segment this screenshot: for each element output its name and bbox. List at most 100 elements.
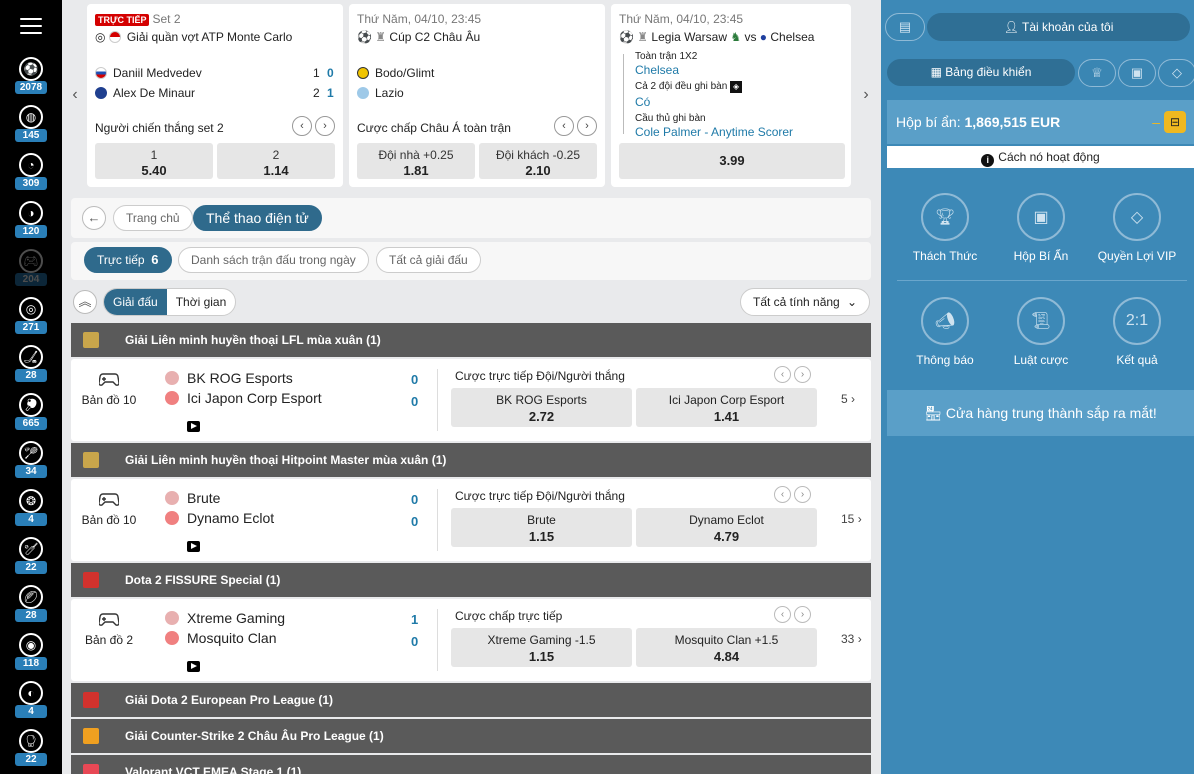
valorant-icon	[83, 764, 99, 774]
odds-button[interactable]: 1 5.40	[95, 143, 213, 179]
video-stream-icon[interactable]	[187, 541, 200, 552]
my-account-button[interactable]: 👤︎ Tài khoản của tôi	[927, 13, 1190, 41]
sport-baseball[interactable]: ◑ 120	[15, 201, 47, 245]
carousel-next-button[interactable]: ›	[863, 86, 869, 103]
menu-icon[interactable]	[20, 18, 42, 34]
flag-icon	[95, 87, 107, 99]
tab-today[interactable]: Danh sách trận đấu trong ngày	[178, 247, 369, 273]
gamepad-icon	[99, 373, 119, 386]
sport-soccer-ball[interactable]: ⚽ 2078	[15, 57, 47, 101]
odds-button[interactable]: Ici Japon Corp Esport 1.41	[636, 388, 817, 427]
panel-item-label: Kết quả	[1116, 353, 1158, 367]
chevron-right-icon[interactable]: ›	[794, 486, 811, 503]
volleyball-icon: ◎	[19, 297, 43, 321]
panel-results-button[interactable]: 2:1 Kết quả	[1092, 297, 1182, 367]
trophy-icon: 🏆︎	[921, 193, 969, 241]
chevron-right-icon[interactable]: ›	[577, 116, 597, 136]
event-row[interactable]: Bản đồ 10 Brute Dynamo Eclot 0 0 Cược trực ti…	[71, 479, 871, 561]
panel-diamond-button[interactable]: ◇ Quyền Lợi VIP	[1092, 193, 1182, 263]
video-stream-icon[interactable]	[187, 661, 200, 672]
odds-button[interactable]: 2 1.14	[217, 143, 335, 179]
more-markets-link[interactable]: 33 ›	[841, 632, 862, 646]
league-header[interactable]: Valorant VCT EMEA Stage 1 (1)	[71, 755, 871, 774]
panel-megaphone-button[interactable]: 📣︎ Thông báo	[900, 297, 990, 367]
video-stream-icon[interactable]	[187, 421, 200, 432]
home-score: 0	[411, 492, 419, 507]
water-polo-icon: ◐	[19, 681, 43, 705]
chevron-right-icon[interactable]: ›	[794, 606, 811, 623]
odds-button[interactable]: Xtreme Gaming -1.5 1.15	[451, 628, 632, 667]
panel-trophy-button[interactable]: 🏆︎ Thách Thức	[900, 193, 990, 263]
featured-card-soccer[interactable]: Thứ Năm, 04/10, 23:45 ⚽ ♜ Cúp C2 Châu Âu…	[349, 4, 605, 187]
loyalty-shop-banner[interactable]: 🏪︎ Cửa hàng trung thành sắp ra mắt!	[887, 390, 1194, 436]
dashboard-button[interactable]: ▦ Bảng điều khiển	[887, 59, 1075, 86]
featured-card-betbuilder[interactable]: Thứ Năm, 04/10, 23:45 ⚽ ♜ Legia Warsaw ♞…	[611, 4, 851, 187]
featured-card-tennis[interactable]: TRỰC TIẾP Set 2 ◎ Giải quần vợt ATP Monte…	[87, 4, 343, 187]
odds-button[interactable]: Brute 1.15	[451, 508, 632, 547]
sport-snooker[interactable]: ❂ 4	[15, 489, 47, 533]
sport-cricket[interactable]: 🏏︎ 22	[15, 537, 47, 581]
features-dropdown[interactable]: Tất cả tính năng ⌄	[740, 288, 870, 316]
trophy-icon[interactable]: ♕	[1078, 59, 1116, 87]
tennis-ball-icon: ◔	[19, 153, 43, 177]
market-nav: ‹ ›	[551, 116, 597, 136]
chevron-right-icon[interactable]: ›	[794, 366, 811, 383]
tab-all-leagues[interactable]: Tất cả giải đấu	[376, 247, 481, 273]
league-header[interactable]: Dota 2 FISSURE Special (1)	[71, 563, 871, 597]
sport-esports[interactable]: 🎮︎ 204	[15, 249, 47, 293]
sport-count: 204	[15, 273, 47, 286]
mystery-box-icon[interactable]: ▣	[1118, 59, 1156, 87]
diamond-icon[interactable]: ◇	[1158, 59, 1194, 87]
chevron-right-icon[interactable]: ›	[315, 116, 335, 136]
event-row[interactable]: Bản đồ 2 Xtreme Gaming Mosquito Clan 1 0 Cược…	[71, 599, 871, 681]
chevron-left-icon[interactable]: ‹	[554, 116, 574, 136]
how-it-works-link[interactable]: i Cách nó hoạt động	[887, 146, 1194, 168]
sport-table-tennis[interactable]: 🏓︎ 665	[15, 393, 47, 437]
odds-button[interactable]: Đội nhà +0.25 1.81	[357, 143, 475, 179]
lol-icon	[83, 332, 99, 348]
betslip-icon[interactable]: ▤	[885, 13, 925, 41]
chevron-left-icon[interactable]: ‹	[774, 486, 791, 503]
sport-handball[interactable]: ◉ 118	[15, 633, 47, 677]
carousel-prev-button[interactable]: ‹	[72, 86, 78, 103]
leg-pick: Chelsea	[635, 63, 680, 77]
odds-button[interactable]: Dynamo Eclot 4.79	[636, 508, 817, 547]
match-teams: ⚽ ♜ Legia Warsaw ♞ vs ● Chelsea	[619, 30, 815, 44]
sport-count: 118	[15, 657, 47, 670]
view-time-button[interactable]: Thời gian	[175, 295, 227, 309]
chevron-left-icon[interactable]: ‹	[292, 116, 312, 136]
view-league-button[interactable]: Giải đấu	[104, 289, 167, 315]
back-arrow-icon[interactable]: ←	[82, 206, 106, 230]
more-markets-link[interactable]: 5 ›	[841, 392, 856, 406]
sport-badminton[interactable]: 🏸︎ 34	[15, 441, 47, 485]
league-header[interactable]: Giải Liên minh huyền thoại Hitpoint Mast…	[71, 443, 871, 477]
odds-button[interactable]: Mosquito Clan +1.5 4.84	[636, 628, 817, 667]
sport-tennis-ball[interactable]: ◔ 309	[15, 153, 47, 197]
collapse-all-icon[interactable]: ︽	[73, 290, 97, 314]
league-header[interactable]: Giải Liên minh huyền thoại LFL mùa xuân …	[71, 323, 871, 357]
panel-mystery-box-button[interactable]: ▣ Hộp Bí Ẩn	[996, 193, 1086, 263]
team-logo-icon	[165, 491, 179, 505]
chevron-left-icon[interactable]: ‹	[774, 606, 791, 623]
odds-button[interactable]: Đội khách -0.25 2.10	[479, 143, 597, 179]
panel-scroll-button[interactable]: 📜︎ Luật cược	[996, 297, 1086, 367]
breadcrumb-current[interactable]: Thể thao điện tử	[193, 205, 322, 231]
event-row[interactable]: Bản đồ 10 BK ROG Esports Ici Japon Corp Es…	[71, 359, 871, 441]
odds-button[interactable]: 3.99	[619, 143, 845, 179]
sport-ice-hockey[interactable]: 🏒︎ 28	[15, 345, 47, 389]
more-markets-link[interactable]: 15 ›	[841, 512, 862, 526]
league-header[interactable]: Giải Counter-Strike 2 Châu Âu Pro League…	[71, 719, 871, 753]
sport-rugby[interactable]: 🏉︎ 28	[15, 585, 47, 629]
chevron-left-icon[interactable]: ‹	[774, 366, 791, 383]
sport-volleyball[interactable]: ◎ 271	[15, 297, 47, 341]
tab-live[interactable]: Trực tiếp 6	[84, 247, 172, 273]
badminton-icon: 🏸︎	[19, 441, 43, 465]
sport-basketball[interactable]: ◍ 145	[15, 105, 47, 149]
league-header[interactable]: Giải Dota 2 European Pro League (1)	[71, 683, 871, 717]
breadcrumb-home[interactable]: Trang chủ	[113, 205, 193, 231]
snooker-icon: ❂	[19, 489, 43, 513]
sport-water-polo[interactable]: ◐ 4	[15, 681, 47, 725]
odds-button[interactable]: BK ROG Esports 2.72	[451, 388, 632, 427]
sport-boxing[interactable]: 🥊︎ 22	[15, 729, 47, 773]
